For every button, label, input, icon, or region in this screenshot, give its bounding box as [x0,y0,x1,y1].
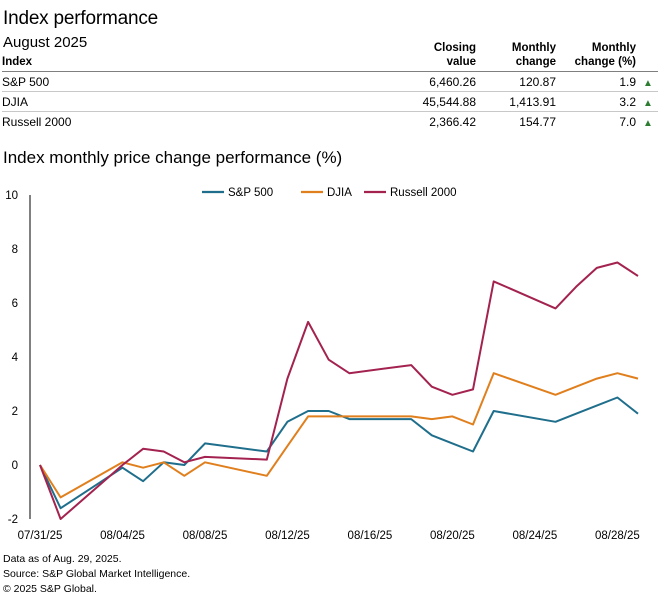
column-header-index: Index [2,41,356,72]
y-tick-label: 8 [12,244,18,256]
series-line-s-p-500 [39,396,639,510]
up-arrow-icon: ▲ [643,77,653,89]
footer-note: Data as of Aug. 29, 2025. [3,553,122,565]
x-tick-label: 08/12/25 [265,530,310,542]
legend-label: S&P 500 [228,187,273,199]
x-tick-label: 08/08/25 [183,530,228,542]
chart-title: Index monthly price change performance (… [3,148,343,167]
row-monthly-change: 120.87 [476,71,556,92]
y-tick-label: 0 [12,460,18,472]
y-tick-label: 6 [12,298,18,310]
x-tick-label: 08/04/25 [100,530,145,542]
page-title: Index performance [3,8,159,29]
column-header-monthly-change: Monthly change [476,41,556,72]
table-row: DJIA 45,544.88 1,413.91 3.2 ▲ [2,91,658,112]
footer-copyright: © 2025 S&P Global. [3,583,97,595]
y-tick-label: 4 [12,352,19,364]
row-monthly-change-pct: 1.9 [556,71,636,92]
table-header-row: Index Closing value Monthly change Monthly… [2,41,658,72]
row-monthly-change-pct: 7.0 [556,111,636,131]
row-closing-value: 6,460.26 [356,71,476,92]
x-tick-label: 08/24/25 [513,530,558,542]
row-index-name: S&P 500 [2,71,356,92]
row-monthly-change-pct: 3.2 [556,91,636,112]
column-header-closing-value: Closing value [356,41,476,72]
table-row: S&P 500 6,460.26 120.87 1.9 ▲ [2,71,658,92]
x-tick-label: 08/16/25 [348,530,393,542]
x-tick-label: 08/20/25 [430,530,475,542]
column-header-monthly-change-pct: Monthly change (%) [556,41,636,72]
series-line-russell-2000 [39,261,639,520]
row-index-name: Russell 2000 [2,111,356,131]
table-row: Russell 2000 2,366.42 154.77 7.0 ▲ [2,111,658,131]
legend-label: Russell 2000 [390,187,456,199]
row-monthly-change: 1,413.91 [476,91,556,112]
row-monthly-change: 154.77 [476,111,556,131]
row-closing-value: 45,544.88 [356,91,476,112]
row-index-name: DJIA [2,91,356,112]
x-tick-label: 08/28/25 [595,530,640,542]
row-closing-value: 2,366.42 [356,111,476,131]
y-tick-label: -2 [8,514,18,526]
footer-source: Source: S&P Global Market Intelligence. [3,568,191,580]
y-tick-label: 2 [12,406,18,418]
up-arrow-icon: ▲ [643,97,653,109]
series-line-djia [39,372,639,499]
legend-label: DJIA [327,187,352,199]
y-tick-label: 10 [5,190,18,202]
x-tick-label: 07/31/25 [18,530,63,542]
performance-table: Index Closing value Monthly change Monthly… [2,41,658,131]
up-arrow-icon: ▲ [643,117,653,129]
line-chart: -2 0 2 4 6 8 10 07/31/25 08/04/25 08/08/25 08/12/2… [5,187,640,542]
